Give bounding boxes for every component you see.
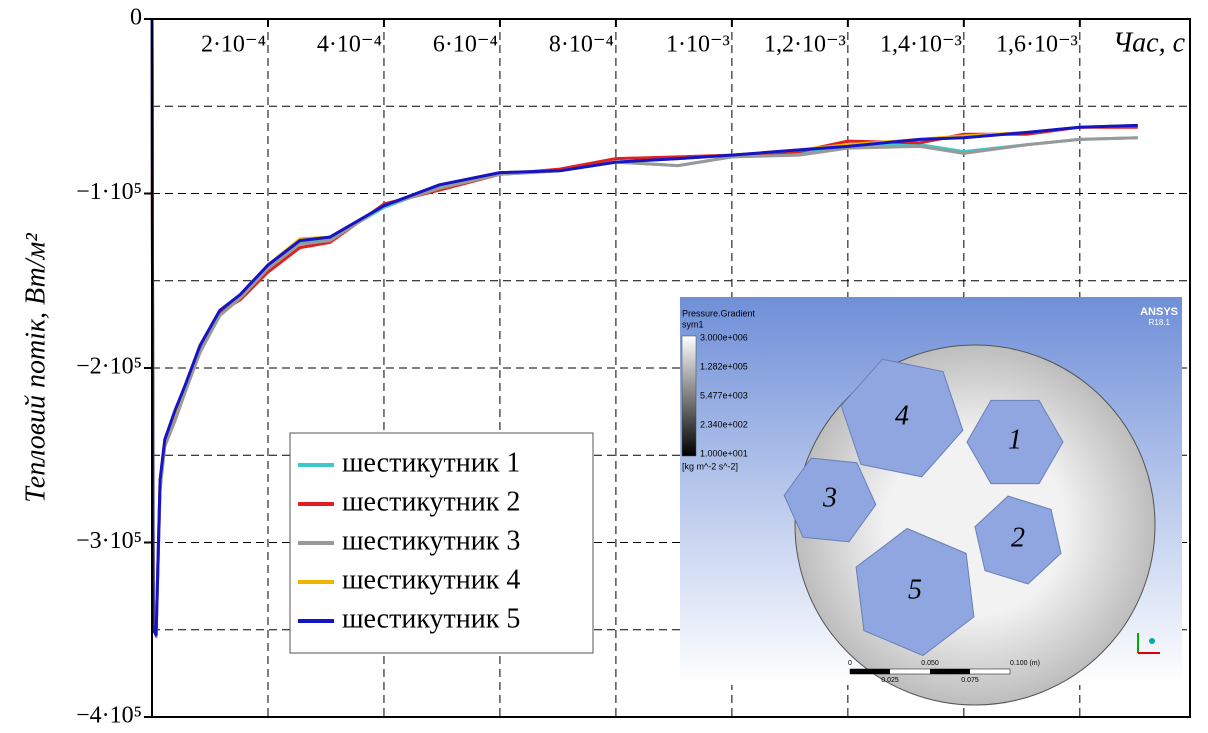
hexagon bbox=[974, 495, 1062, 585]
inset-image: Pressure.Gradient sym1 [kg m^-2 s^-2] AN… bbox=[680, 297, 1182, 706]
brand: ANSYS bbox=[1140, 306, 1178, 318]
scale-label: 0.050 bbox=[921, 660, 939, 667]
y-axis-label: Тепловий потік, Вт/м² bbox=[20, 233, 51, 503]
x-tick-label: 1,4·10⁻³ bbox=[880, 32, 962, 58]
series-line bbox=[150, 18, 1138, 637]
scale-label: 0.025 bbox=[881, 677, 899, 684]
x-tick-label: 2·10⁻⁴ bbox=[201, 32, 266, 58]
x-tick-label: 6·10⁻⁴ bbox=[433, 32, 498, 58]
plot-lines bbox=[150, 18, 1138, 639]
x-tick-label: 4·10⁻⁴ bbox=[317, 32, 382, 58]
scale-label: 0.075 bbox=[961, 677, 979, 684]
legend bbox=[289, 432, 594, 654]
colorbar-unit: [kg m^-2 s^-2] bbox=[682, 461, 738, 471]
x-tick-label: 1,2·10⁻³ bbox=[764, 32, 846, 58]
axis-triad bbox=[1149, 638, 1155, 644]
hexagon-label: 2 bbox=[1011, 522, 1025, 553]
legend-label: шестикутник 1 bbox=[342, 447, 520, 478]
hexagon-label: 5 bbox=[908, 574, 922, 605]
scale-label: 0 bbox=[848, 660, 852, 667]
scale-bar-segment bbox=[930, 669, 970, 674]
y-tick-label: −3·10⁵ bbox=[76, 528, 142, 554]
scale-label: 0.100 (m) bbox=[1010, 660, 1040, 667]
hexagon-label: 4 bbox=[895, 400, 909, 431]
scale-bar-segment bbox=[850, 669, 890, 674]
colorbar-label: 3.000e+006 bbox=[700, 332, 748, 342]
x-axis-label: Час, с bbox=[1113, 27, 1186, 58]
y-tick-label: −1·10⁵ bbox=[76, 179, 142, 205]
version: R18.1 bbox=[1149, 318, 1171, 327]
hexagon bbox=[855, 527, 975, 657]
y-tick-label: 0 bbox=[130, 5, 142, 31]
x-tick-label: 8·10⁻⁴ bbox=[549, 32, 614, 58]
hexagon bbox=[840, 358, 964, 478]
colorbar bbox=[681, 335, 697, 457]
legend-label: шестикутник 3 bbox=[342, 525, 520, 556]
hexagon bbox=[783, 457, 877, 543]
hexagon-label: 1 bbox=[1008, 424, 1022, 455]
legend-label: шестикутник 2 bbox=[342, 486, 520, 517]
colorbar-label: 1.000e+001 bbox=[700, 448, 748, 458]
legend-label: шестикутник 4 bbox=[342, 564, 520, 595]
y-tick-label: −2·10⁵ bbox=[76, 354, 142, 380]
inset-title: Pressure.Gradient bbox=[682, 308, 756, 318]
colorbar-label: 2.340e+002 bbox=[700, 419, 748, 429]
hexagon bbox=[966, 399, 1064, 485]
hexagon-label: 3 bbox=[822, 482, 837, 513]
x-tick-label: 1,6·10⁻³ bbox=[996, 32, 1078, 58]
x-tick-label: 1·10⁻³ bbox=[666, 32, 730, 58]
inset-subtitle: sym1 bbox=[682, 319, 704, 329]
colorbar-label: 5.477e+003 bbox=[700, 390, 748, 400]
legend-label: шестикутник 5 bbox=[342, 603, 520, 634]
y-tick-label: −4·10⁵ bbox=[76, 703, 142, 729]
colorbar-label: 1.282e+005 bbox=[700, 361, 748, 371]
